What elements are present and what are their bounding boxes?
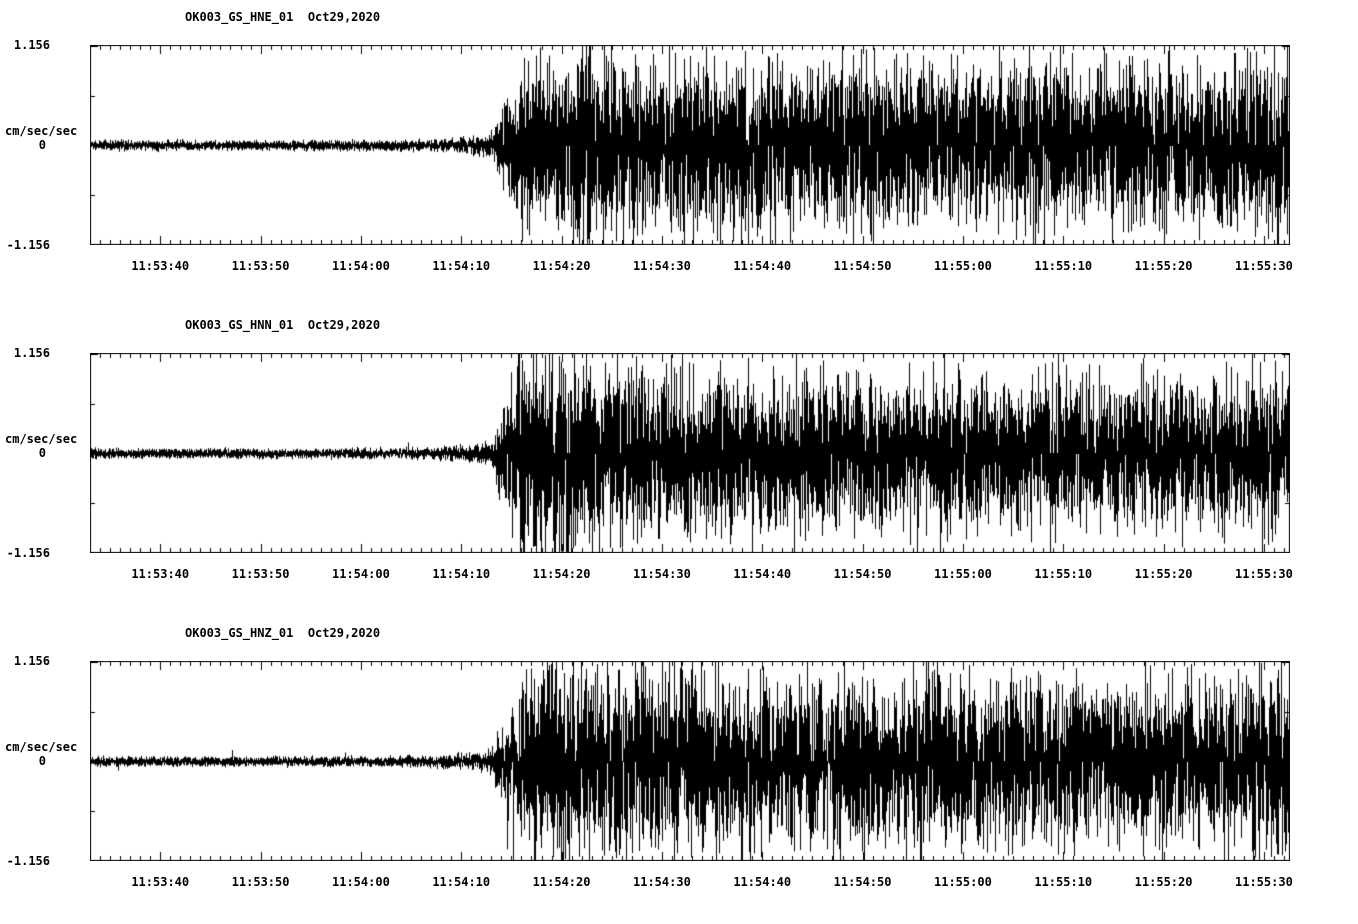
x-axis-labels: 11:53:40 11:53:50 11:54:00 11:54:10 11:54:20…	[90, 875, 1293, 895]
waveform-canvas	[90, 353, 1290, 553]
x-tick-label: 11:54:20	[532, 567, 591, 581]
x-axis-labels: 11:53:40 11:53:50 11:54:00 11:54:10 11:54:20…	[90, 567, 1293, 587]
x-tick-label: 11:54:30	[633, 567, 691, 581]
x-tick-label: 11:55:10	[1034, 567, 1093, 581]
x-tick-label: 11:55:00	[934, 259, 992, 273]
x-tick-label: 11:54:30	[633, 259, 691, 273]
y-axis-zero-label: 0	[38, 138, 46, 152]
y-axis-max-label: 1.156	[13, 654, 50, 668]
y-axis-max-label: 1.156	[13, 346, 50, 360]
seismogram-panel: OK003_GS_HNN_01 Oct29,2020 1.156 cm/sec/…	[0, 308, 1358, 616]
x-tick-label: 11:54:50	[833, 875, 892, 889]
x-tick-label: 11:54:00	[331, 567, 390, 581]
y-axis-zero-label: 0	[38, 446, 46, 460]
x-tick-label: 11:55:20	[1134, 259, 1193, 273]
x-tick-label: 11:54:50	[833, 259, 892, 273]
x-tick-label: 11:55:30	[1235, 259, 1293, 273]
y-axis-min-label: -1.156	[6, 546, 50, 560]
panel-title: OK003_GS_HNZ_01 Oct29,2020	[185, 626, 381, 640]
x-tick-label: 11:54:00	[331, 875, 390, 889]
x-tick-label: 11:54:40	[733, 567, 792, 581]
y-axis-min-label: -1.156	[6, 854, 50, 868]
x-tick-label: 11:54:20	[532, 259, 591, 273]
x-tick-label: 11:53:40	[131, 875, 190, 889]
x-axis-labels: 11:53:40 11:53:50 11:54:00 11:54:10 11:54:20…	[90, 259, 1293, 279]
y-axis-max-label: 1.156	[13, 38, 50, 52]
x-tick-label: 11:55:20	[1134, 567, 1193, 581]
x-tick-label: 11:54:10	[432, 259, 491, 273]
x-tick-label: 11:53:50	[231, 259, 290, 273]
y-axis-min-label: -1.156	[6, 238, 50, 252]
x-tick-label: 11:53:40	[131, 567, 190, 581]
seismogram-panel: OK003_GS_HNE_01 Oct29,2020 1.156 cm/sec/…	[0, 0, 1358, 308]
panel-title: OK003_GS_HNN_01 Oct29,2020	[185, 318, 381, 332]
x-tick-label: 11:54:50	[833, 567, 892, 581]
x-tick-label: 11:53:40	[131, 259, 190, 273]
x-tick-label: 11:53:50	[231, 875, 290, 889]
x-tick-label: 11:53:50	[231, 567, 290, 581]
x-tick-label: 11:55:30	[1235, 875, 1293, 889]
panel-title: OK003_GS_HNE_01 Oct29,2020	[185, 10, 381, 24]
x-tick-label: 11:54:40	[733, 259, 792, 273]
y-axis-zero-label: 0	[38, 754, 46, 768]
y-axis-unit-label: cm/sec/sec	[5, 432, 78, 446]
y-axis-unit-label: cm/sec/sec	[5, 740, 78, 754]
waveform-canvas	[90, 661, 1290, 861]
seismogram-panel: OK003_GS_HNZ_01 Oct29,2020 1.156 cm/sec/…	[0, 616, 1358, 924]
waveform-canvas	[90, 45, 1290, 245]
x-tick-label: 11:54:40	[733, 875, 792, 889]
y-axis-unit-label: cm/sec/sec	[5, 124, 78, 138]
x-tick-label: 11:54:10	[432, 567, 491, 581]
x-tick-label: 11:55:30	[1235, 567, 1293, 581]
x-tick-label: 11:54:30	[633, 875, 691, 889]
x-tick-label: 11:54:00	[331, 259, 390, 273]
x-tick-label: 11:54:20	[532, 875, 591, 889]
x-tick-label: 11:54:10	[432, 875, 491, 889]
x-tick-label: 11:55:00	[934, 875, 992, 889]
x-tick-label: 11:55:10	[1034, 259, 1093, 273]
x-tick-label: 11:55:00	[934, 567, 992, 581]
x-tick-label: 11:55:20	[1134, 875, 1193, 889]
x-tick-label: 11:55:10	[1034, 875, 1093, 889]
